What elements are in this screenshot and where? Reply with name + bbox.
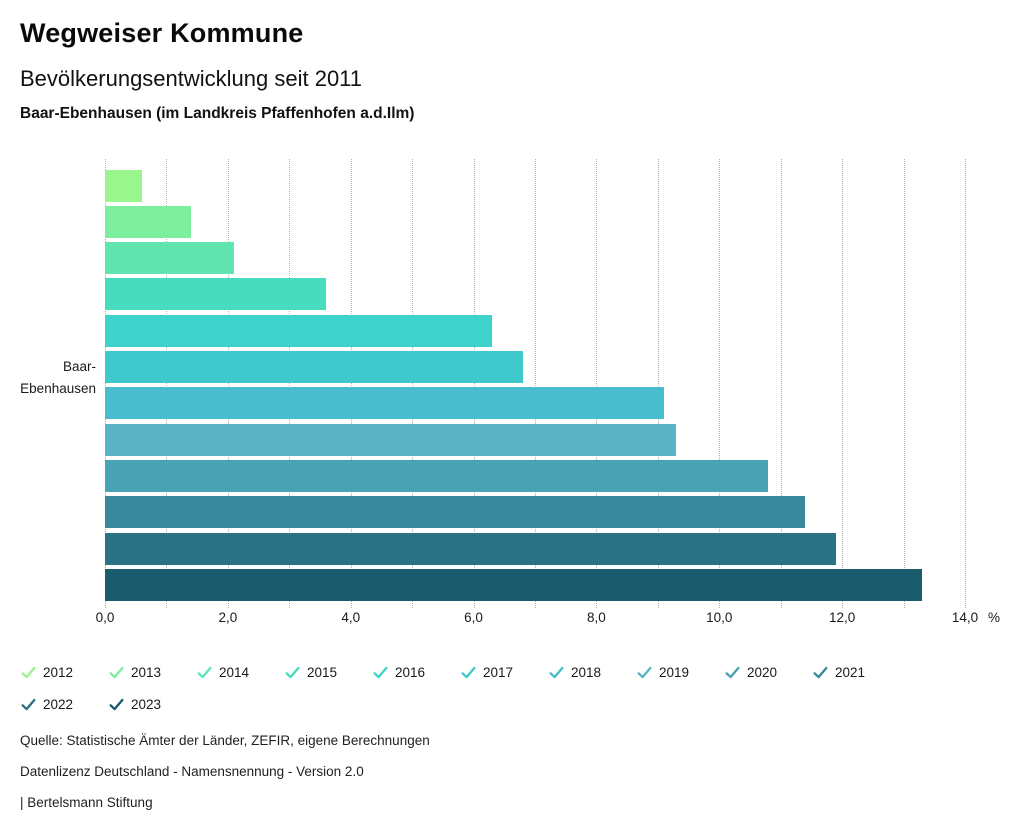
bar-2022[interactable] [105, 532, 836, 565]
legend-year-label: 2013 [131, 664, 162, 680]
x-tick-label: 4,0 [341, 610, 361, 625]
gridline [412, 159, 414, 608]
legend-item-2021[interactable]: 2021 [812, 656, 900, 688]
check-icon [109, 666, 124, 678]
y-axis-category-label: Baar- Ebenhausen [0, 356, 96, 400]
legend-item-2020[interactable]: 2020 [724, 656, 812, 688]
legend-item-2016[interactable]: 2016 [372, 656, 460, 688]
bar-2013[interactable] [105, 205, 191, 238]
bar-2023[interactable] [105, 568, 922, 601]
legend-year-label: 2020 [747, 664, 778, 680]
gridline [596, 159, 598, 608]
check-icon [21, 698, 36, 710]
legend-year-label: 2018 [571, 664, 602, 680]
legend-item-2019[interactable]: 2019 [636, 656, 724, 688]
gridline [842, 159, 844, 608]
gridline [350, 159, 352, 608]
gridline [903, 159, 905, 608]
check-icon [549, 666, 564, 678]
legend-year-label: 2012 [43, 664, 74, 680]
legend-item-2013[interactable]: 2013 [108, 656, 196, 688]
x-tick-label: 14,0 [951, 610, 979, 625]
legend-year-label: 2022 [43, 696, 74, 712]
legend-year-label: 2021 [835, 664, 866, 680]
bar-2018[interactable] [105, 387, 664, 420]
app-title: Wegweiser Kommune [20, 18, 304, 48]
bar-2016[interactable] [105, 314, 492, 347]
check-icon [813, 666, 828, 678]
check-icon [21, 666, 36, 678]
gridline [657, 159, 659, 608]
check-icon [197, 666, 212, 678]
check-icon [725, 666, 740, 678]
x-tick-label: 12,0 [829, 610, 856, 625]
x-tick-label: 6,0 [464, 610, 483, 625]
gridline [780, 159, 782, 608]
chart-title: Bevölkerungsentwicklung seit 2011 [20, 66, 363, 91]
bar-2017[interactable] [105, 351, 523, 383]
legend: 2012 2013 2014 2015 2016 2017 2018 2019 2020 2021… [20, 656, 920, 720]
check-icon [637, 666, 652, 678]
x-tick-label: 10,0 [706, 610, 733, 625]
bar-chart-plot-area [105, 159, 966, 608]
gridline [965, 159, 966, 608]
legend-item-2018[interactable]: 2018 [548, 656, 636, 688]
legend-year-label: 2016 [395, 664, 426, 680]
legend-year-label: 2015 [307, 664, 338, 680]
legend-year-label: 2019 [659, 664, 690, 680]
bar-2020[interactable] [105, 459, 769, 492]
x-tick-label: 2,0 [218, 610, 238, 625]
chart-region-subtitle: Baar-Ebenhausen (im Landkreis Pfaffenhof… [20, 105, 415, 122]
x-axis-unit-label: % [988, 610, 1001, 625]
legend-item-2017[interactable]: 2017 [460, 656, 548, 688]
check-icon [109, 698, 124, 710]
legend-year-label: 2017 [483, 664, 514, 680]
legend-item-2022[interactable]: 2022 [20, 688, 108, 720]
bar-2014[interactable] [105, 242, 234, 275]
footer-attribution-line: | Bertelsmann Stiftung [20, 795, 153, 810]
check-icon [373, 666, 388, 678]
gridline [719, 159, 721, 608]
footer-license-line: Datenlizenz Deutschland - Namensnennung … [20, 764, 364, 779]
y-axis-category-label-line2: Ebenhausen [20, 381, 96, 396]
gridline [227, 159, 229, 608]
gridline [289, 159, 291, 608]
x-tick-label: 0,0 [95, 610, 115, 625]
gridline [166, 159, 168, 608]
gridline [473, 159, 475, 608]
y-axis-category-label-line1: Baar- [62, 359, 96, 374]
bar-2021[interactable] [105, 496, 806, 529]
gridline [105, 159, 106, 608]
legend-item-2015[interactable]: 2015 [284, 656, 372, 688]
check-icon [461, 666, 476, 678]
x-tick-label: 8,0 [587, 610, 606, 625]
legend-year-label: 2014 [219, 664, 250, 680]
gridline [535, 159, 536, 608]
legend-item-2023[interactable]: 2023 [108, 688, 196, 720]
check-icon [285, 666, 300, 678]
legend-item-2014[interactable]: 2014 [196, 656, 284, 688]
legend-item-2012[interactable]: 2012 [20, 656, 108, 688]
bar-2019[interactable] [105, 423, 677, 456]
legend-year-label: 2023 [131, 696, 162, 712]
footer-source-line: Quelle: Statistische Ämter der Länder, Z… [20, 733, 430, 748]
bar-2015[interactable] [105, 278, 327, 311]
bar-2012[interactable] [105, 169, 142, 202]
